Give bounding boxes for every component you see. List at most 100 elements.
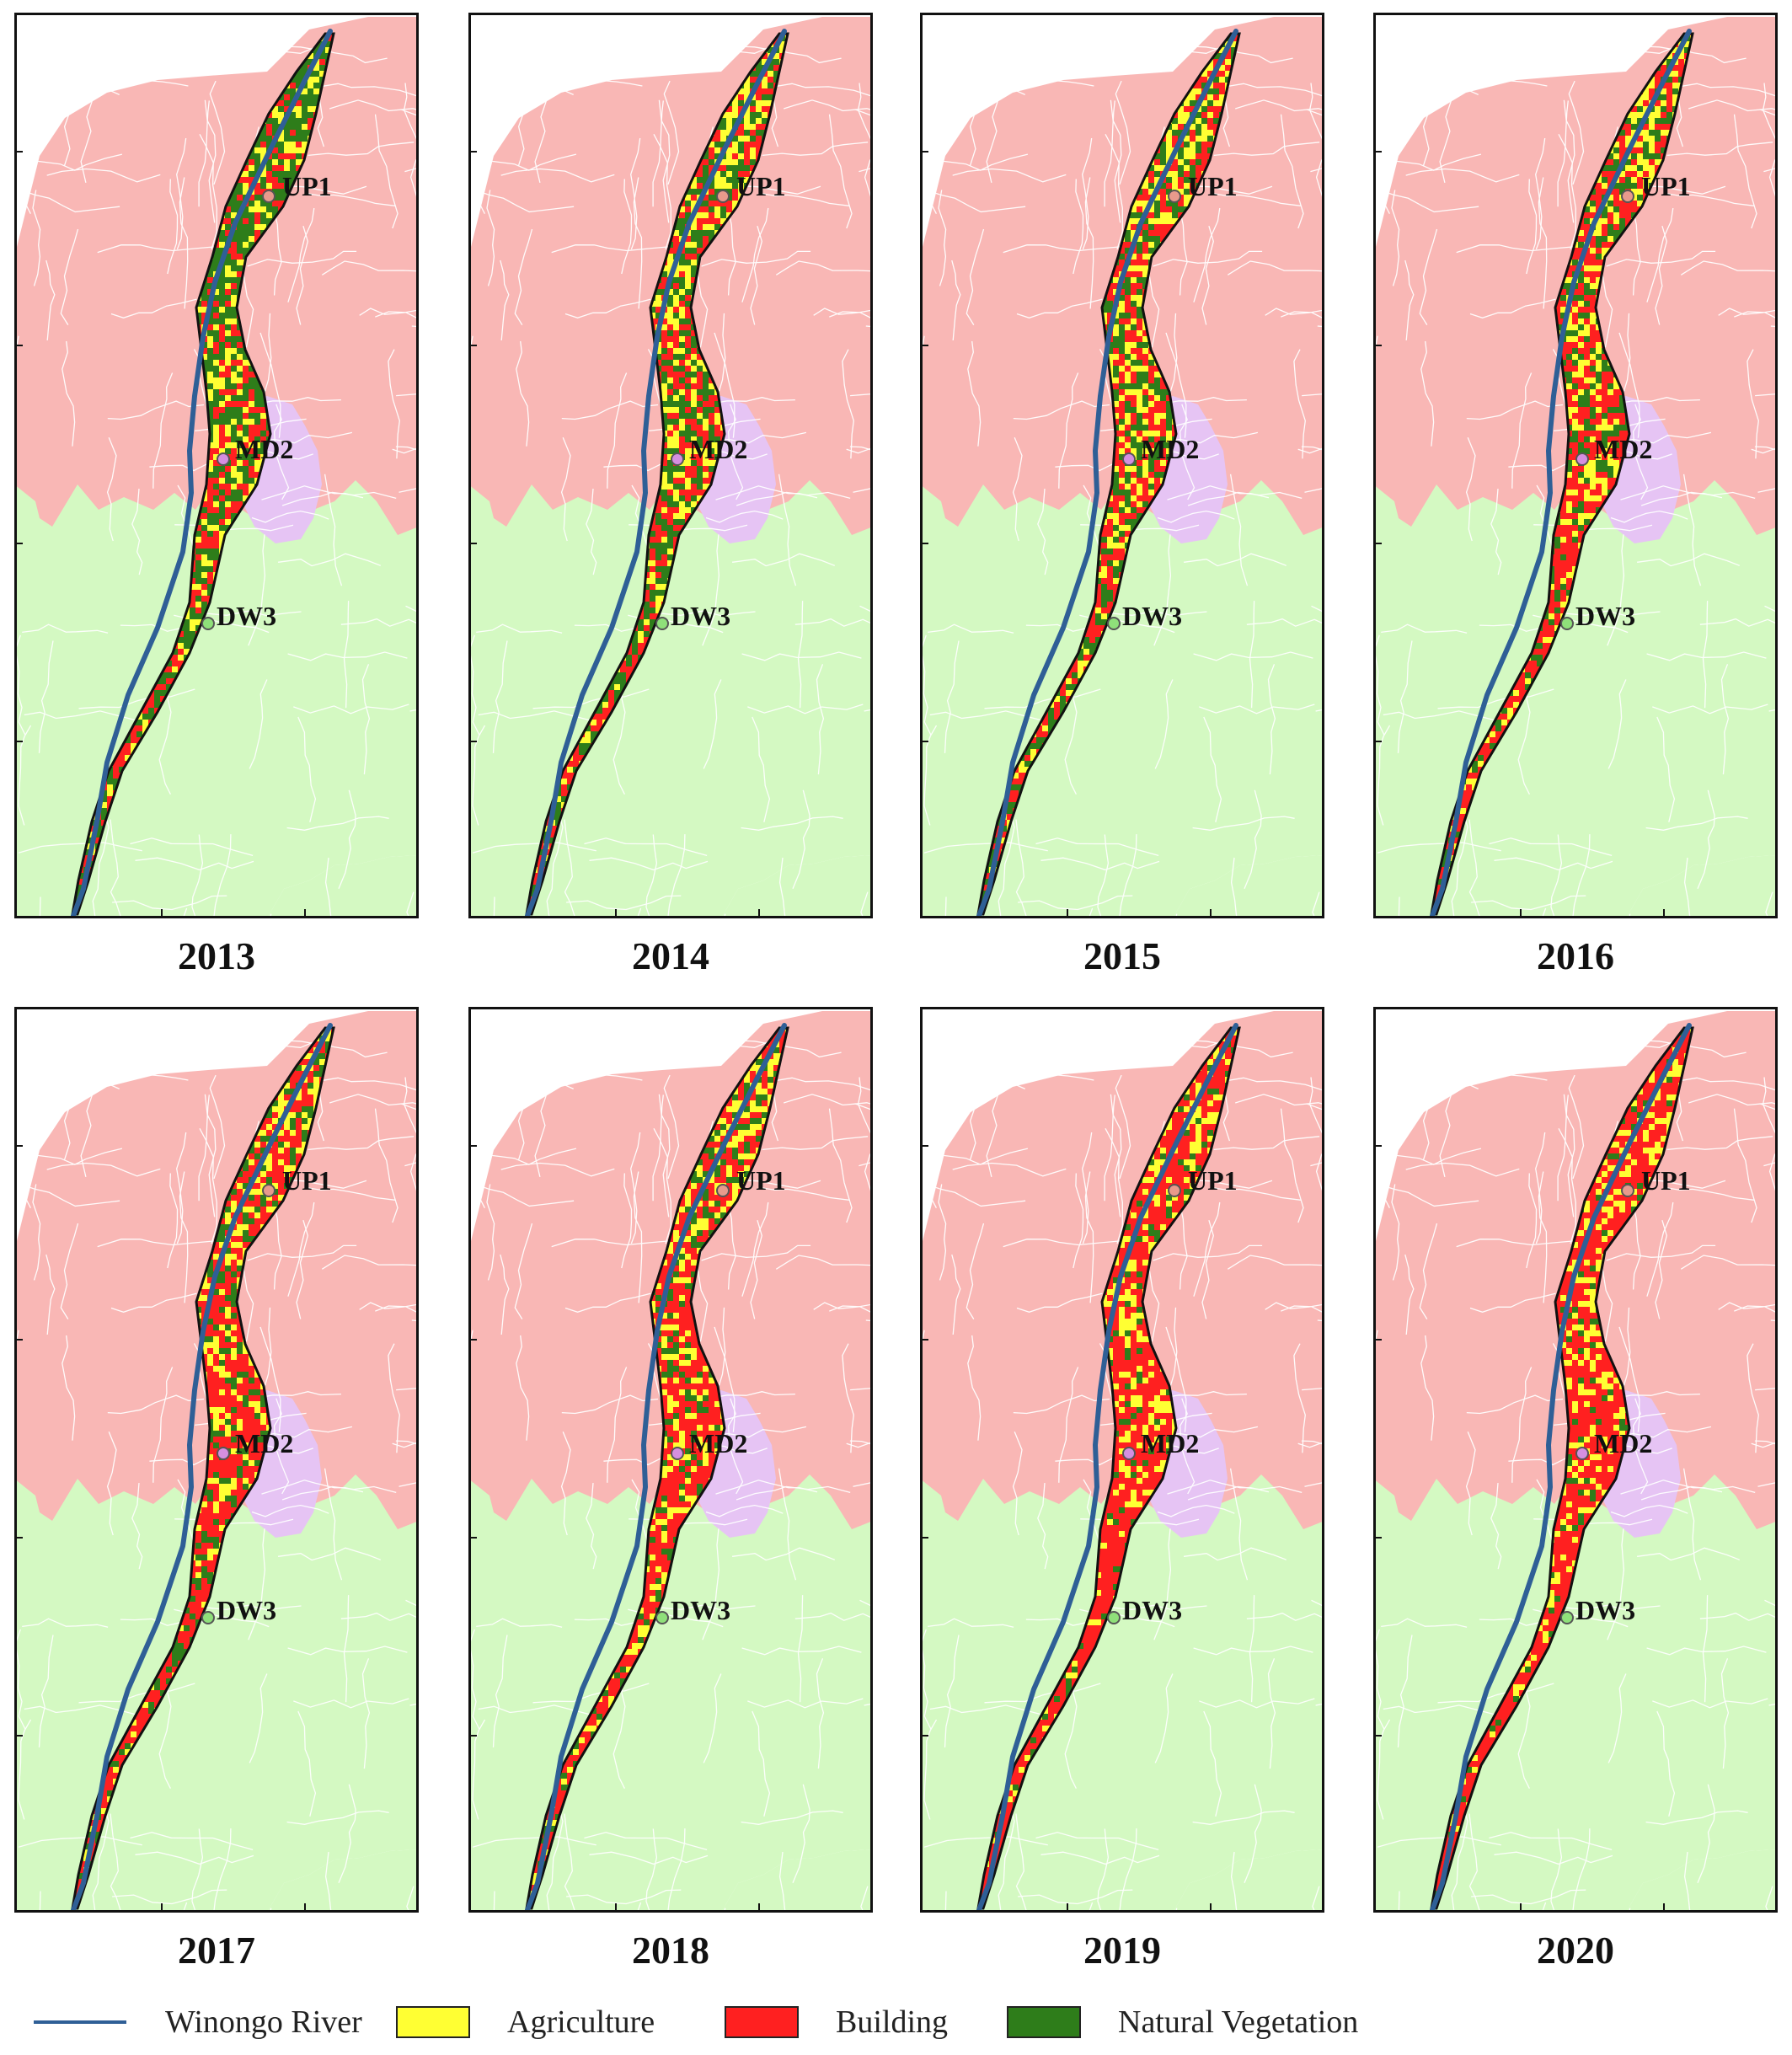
year-label-2018: 2018 <box>468 1928 873 1972</box>
map-panel-2018: UP1 MD2 DW3 <box>468 1007 873 1913</box>
site-marker-md2 <box>1575 452 1589 466</box>
site-label-up1: UP1 <box>1641 1165 1691 1196</box>
site-marker-up1 <box>716 1184 730 1197</box>
axis-ticks <box>921 151 1212 917</box>
axis-ticks <box>1374 1145 1665 1911</box>
year-label-2017: 2017 <box>14 1928 419 1972</box>
map-frame <box>468 13 873 918</box>
site-marker-up1 <box>1621 190 1634 203</box>
agriculture-swatch <box>396 2006 470 2038</box>
map-frame <box>920 1007 1324 1913</box>
map-frame <box>14 1007 419 1913</box>
site-marker-md2 <box>1122 452 1136 466</box>
map-panel-2019: UP1 MD2 DW3 <box>920 1007 1324 1913</box>
site-label-md2: MD2 <box>689 1428 747 1458</box>
site-marker-md2 <box>1575 1447 1589 1460</box>
axis-ticks <box>15 1145 306 1911</box>
site-label-dw3: DW3 <box>1122 1595 1182 1625</box>
winongo-river-line <box>71 1023 333 1910</box>
south-region <box>722 1849 870 1910</box>
map-svg: UP1 MD2 DW3 <box>468 1007 873 1913</box>
site-marker-up1 <box>1168 190 1181 203</box>
site-label-up1: UP1 <box>282 1165 332 1196</box>
map-panel-2013: UP1 MD2 DW3 <box>14 13 419 918</box>
site-marker-up1 <box>262 190 275 203</box>
map-svg: UP1 MD2 DW3 <box>920 13 1324 918</box>
site-marker-md2 <box>1122 1447 1136 1460</box>
admin-boundaries <box>1376 32 1775 916</box>
winongo-river-line <box>525 1023 787 1910</box>
site-marker-dw3 <box>1560 617 1574 630</box>
legend-label-natural-vegetation: Natural Vegetation <box>1118 2004 1358 2041</box>
legend-label-river: Winongo River <box>165 2004 362 2041</box>
site-label-up1: UP1 <box>1188 1165 1238 1196</box>
admin-boundaries <box>923 1026 1322 1910</box>
site-marker-up1 <box>262 1184 275 1197</box>
south-region <box>1174 1849 1322 1910</box>
map-svg: UP1 MD2 DW3 <box>1373 1007 1778 1913</box>
map-svg: UP1 MD2 DW3 <box>14 1007 419 1913</box>
map-frame <box>468 1007 873 1913</box>
site-label-up1: UP1 <box>736 1165 786 1196</box>
year-label-2019: 2019 <box>920 1928 1324 1972</box>
corridor-outline <box>976 1026 1241 1910</box>
south-region <box>722 855 870 916</box>
winongo-river-line <box>976 1023 1238 1910</box>
site-label-md2: MD2 <box>1141 434 1199 464</box>
legend-label-building: Building <box>836 2004 948 2041</box>
year-label-2020: 2020 <box>1373 1928 1778 1972</box>
winongo-river-line <box>976 29 1238 916</box>
site-label-up1: UP1 <box>282 171 332 201</box>
map-panel-2016: UP1 MD2 DW3 <box>1373 13 1778 918</box>
corridor-outline <box>525 32 789 916</box>
map-frame <box>1373 13 1778 918</box>
map-panel-2015: UP1 MD2 DW3 <box>920 13 1324 918</box>
site-label-up1: UP1 <box>736 171 786 201</box>
winongo-river-line <box>71 29 333 916</box>
site-marker-dw3 <box>201 617 215 630</box>
corridor-outline <box>1430 32 1694 916</box>
legend-label-agriculture: Agriculture <box>507 2004 655 2041</box>
site-marker-dw3 <box>655 1611 669 1624</box>
south-region <box>1174 855 1322 916</box>
site-marker-dw3 <box>1107 1611 1121 1624</box>
corridor-outline <box>525 1026 789 1910</box>
site-label-dw3: DW3 <box>1575 1595 1635 1625</box>
map-panel-2017: UP1 MD2 DW3 <box>14 1007 419 1913</box>
map-svg: UP1 MD2 DW3 <box>920 1007 1324 1913</box>
axis-ticks <box>1374 151 1665 917</box>
south-region <box>268 855 416 916</box>
axis-ticks <box>469 1145 760 1911</box>
site-label-md2: MD2 <box>1594 434 1652 464</box>
axis-ticks <box>469 151 760 917</box>
south-region <box>268 1849 416 1910</box>
site-marker-up1 <box>1168 1184 1181 1197</box>
winongo-river-line <box>1430 29 1692 916</box>
building-swatch <box>725 2006 799 2038</box>
corridor-outline <box>976 32 1241 916</box>
site-label-md2: MD2 <box>1141 1428 1199 1458</box>
site-label-md2: MD2 <box>1594 1428 1652 1458</box>
site-marker-dw3 <box>201 1611 215 1624</box>
site-marker-md2 <box>671 1447 684 1460</box>
legend-item-natural-vegetation: Natural Vegetation <box>1007 1997 1358 2047</box>
site-marker-dw3 <box>655 617 669 630</box>
map-frame <box>920 13 1324 918</box>
map-panel-2014: UP1 MD2 DW3 <box>468 13 873 918</box>
site-label-dw3: DW3 <box>1575 601 1635 631</box>
map-svg: UP1 MD2 DW3 <box>14 13 419 918</box>
site-marker-up1 <box>1621 1184 1634 1197</box>
map-svg: UP1 MD2 DW3 <box>1373 13 1778 918</box>
site-label-dw3: DW3 <box>1122 601 1182 631</box>
site-marker-md2 <box>217 452 230 466</box>
legend-item-river: Winongo River <box>34 1997 362 2047</box>
map-svg: UP1 MD2 DW3 <box>468 13 873 918</box>
legend-item-building: Building <box>725 1997 948 2047</box>
site-label-md2: MD2 <box>235 1428 293 1458</box>
corridor-outline <box>71 1026 335 1910</box>
site-label-up1: UP1 <box>1641 171 1691 201</box>
south-region <box>1627 855 1775 916</box>
site-marker-md2 <box>217 1447 230 1460</box>
site-label-up1: UP1 <box>1188 171 1238 201</box>
